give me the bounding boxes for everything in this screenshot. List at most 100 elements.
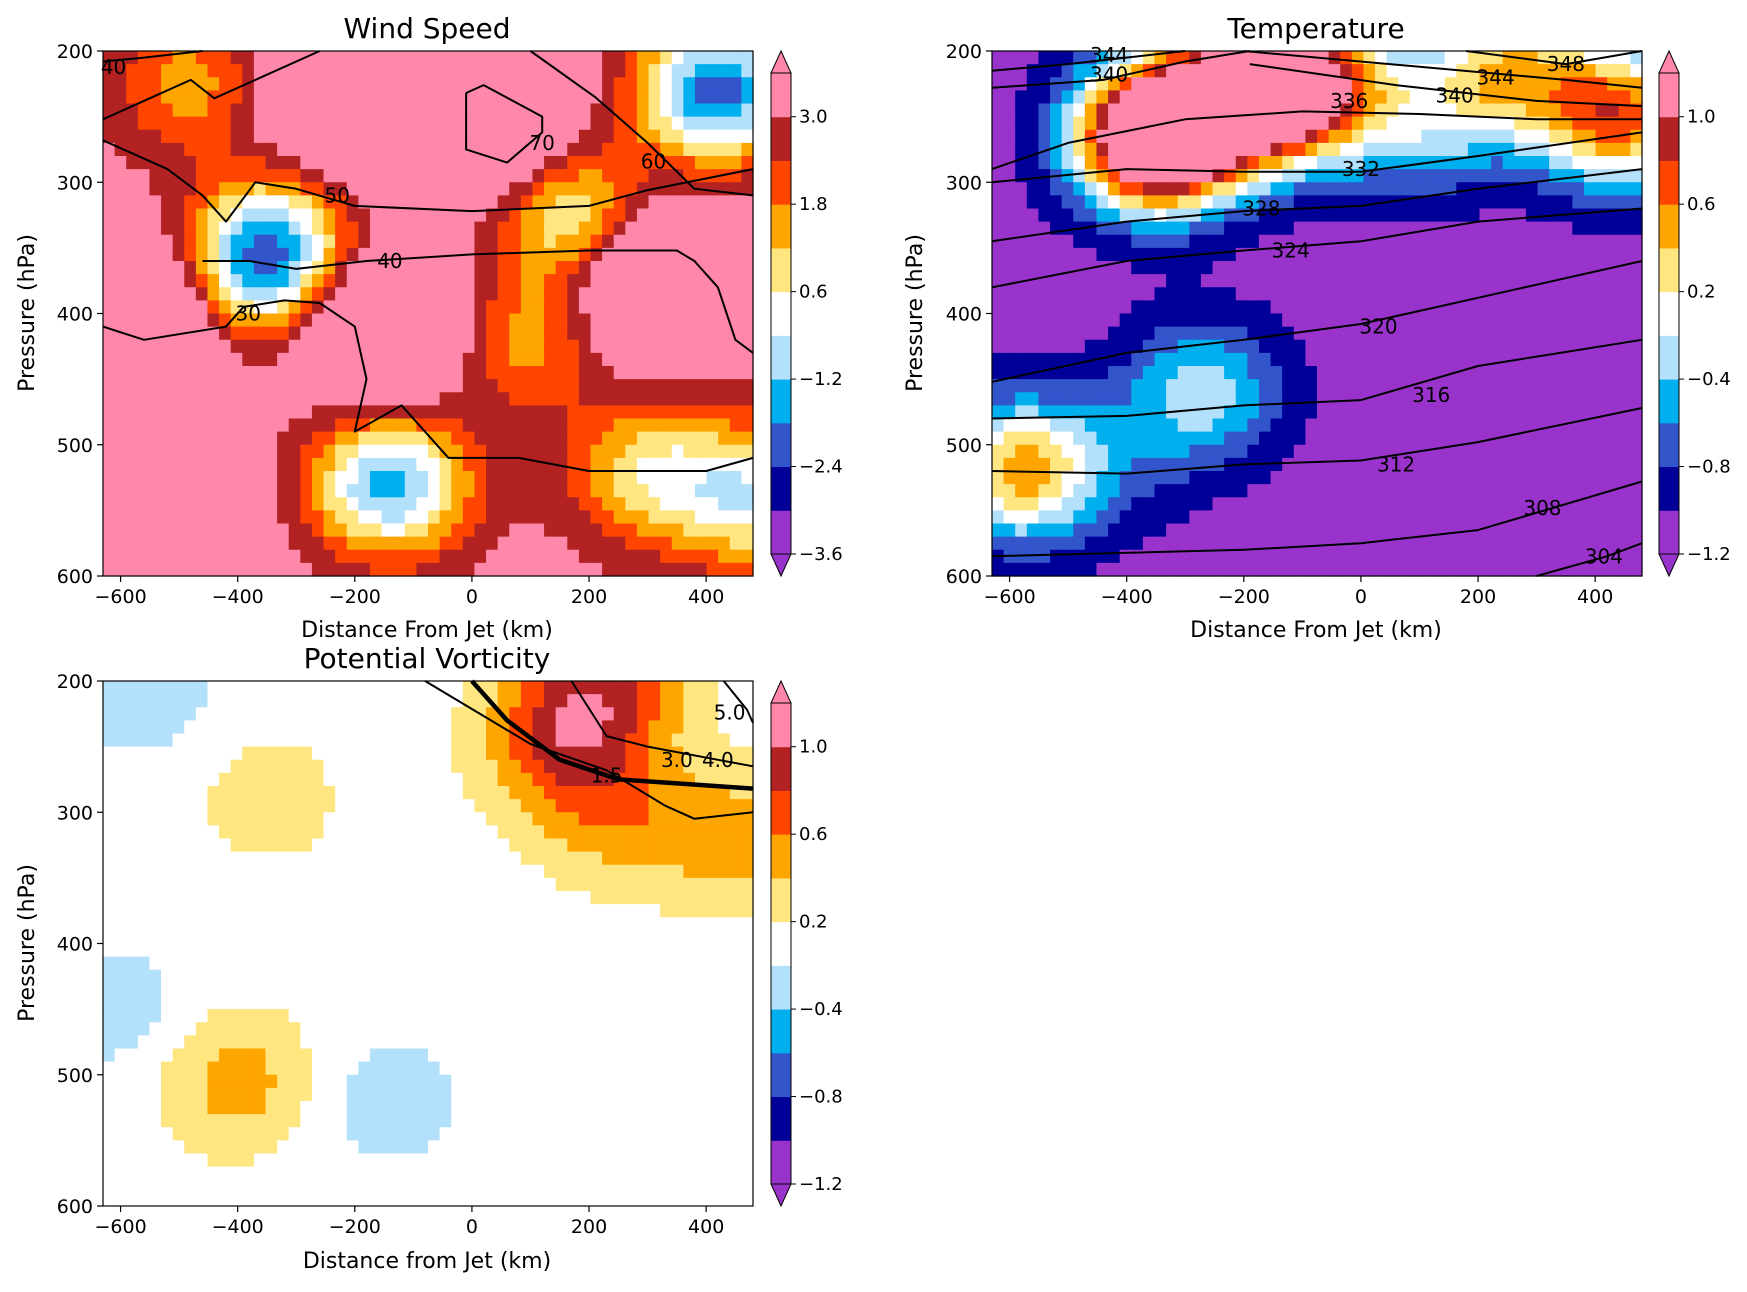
temperature-field-cell [1073, 497, 1085, 511]
wind-speed-field-cell [695, 209, 707, 223]
potential-vorticity-field-cell [521, 681, 533, 695]
wind-speed-field-cell [266, 537, 278, 551]
temperature-field-cell [1549, 458, 1561, 472]
temperature-field-cell [1398, 77, 1410, 91]
temperature-field-cell [1224, 143, 1236, 157]
potential-vorticity-field-cell [567, 707, 579, 721]
temperature-field-cell [1387, 340, 1399, 354]
wind-speed-field-cell [382, 222, 394, 236]
wind-speed-field-cell [428, 195, 440, 209]
wind-speed-field-cell [149, 379, 161, 393]
temperature-field-cell [1224, 419, 1236, 433]
wind-speed-field-cell [277, 51, 289, 65]
temperature-field-cell [1340, 143, 1352, 157]
temperature-field-cell [1421, 248, 1433, 262]
wind-speed-field-cell [440, 366, 452, 380]
wind-speed-field-cell [115, 169, 127, 183]
potential-vorticity-field-cell [300, 681, 312, 695]
wind-speed-field-cell [707, 510, 719, 524]
temperature-field-cell [1004, 51, 1016, 65]
wind-speed-field-cell [138, 471, 150, 485]
wind-speed-field-cell [335, 117, 347, 131]
wind-speed-field-cell [602, 510, 614, 524]
temperature-field-cell [1352, 471, 1364, 485]
wind-speed-field-cell [277, 537, 289, 551]
temperature-field-cell [1561, 537, 1573, 551]
wind-speed-field-cell [521, 156, 533, 170]
wind-speed-field-cell [672, 537, 684, 551]
wind-speed-field-cell [474, 484, 486, 498]
wind-speed-field-cell [324, 130, 336, 144]
wind-speed-field-cell [115, 77, 127, 91]
temperature-field-cell [1317, 405, 1329, 419]
temperature-field-cell [1073, 156, 1085, 170]
temperature-field-cell [1224, 248, 1236, 262]
temperature-field-cell [1004, 524, 1016, 538]
wind-speed-field-cell [544, 117, 556, 131]
wind-speed-field-cell [382, 471, 394, 485]
temperature-field-cell [1027, 497, 1039, 511]
temperature-field-cell [1363, 524, 1375, 538]
temperature-field-cell [1201, 90, 1213, 104]
wind-speed-field-cell [358, 130, 370, 144]
temperature-field-cell [1131, 563, 1143, 577]
temperature-field-cell [1062, 209, 1074, 223]
wind-speed-field-cell [672, 261, 684, 275]
temperature-field-cell [1143, 497, 1155, 511]
temperature-field-cell [1166, 366, 1178, 380]
temperature-field-cell [1503, 130, 1515, 144]
potential-vorticity-field-cell [242, 734, 254, 748]
wind-speed-field-cell [428, 235, 440, 249]
wind-speed-field-cell [277, 327, 289, 341]
temperature-field-cell [1213, 353, 1225, 367]
temperature-field-cell [1085, 195, 1097, 209]
temperature-field-cell [1259, 353, 1271, 367]
wind-speed-field-cell [660, 327, 672, 341]
wind-speed-field-cell [602, 51, 614, 65]
wind-speed-field-cell [567, 550, 579, 564]
temperature-field-cell [1410, 327, 1422, 341]
wind-speed-field-cell [532, 235, 544, 249]
wind-speed-field-cell [463, 379, 475, 393]
wind-speed-field-cell [602, 314, 614, 328]
temperature-field-cell [1503, 340, 1515, 354]
wind-speed-field-cell [149, 195, 161, 209]
wind-speed-field-cell [207, 445, 219, 459]
temperature-field-cell [1352, 563, 1364, 577]
wind-speed-field-cell [138, 261, 150, 275]
wind-speed-field-cell [242, 169, 254, 183]
wind-speed-field-cell [486, 340, 498, 354]
temperature-field-cell [1410, 104, 1422, 118]
temperature-field-cell [1480, 222, 1492, 236]
wind-speed-field-cell [521, 392, 533, 406]
temperature-field-cell [1096, 248, 1108, 262]
temperature-field-cell [1596, 195, 1608, 209]
temperature-field-cell [1619, 314, 1631, 328]
wind-speed-field-cell [161, 64, 173, 78]
wind-speed-field-cell [579, 51, 591, 65]
wind-speed-field-cell [637, 64, 649, 78]
wind-speed-field-cell [416, 77, 428, 91]
wind-speed-field-cell [474, 563, 486, 577]
temperature-field-cell [1468, 405, 1480, 419]
wind-speed-field-cell [625, 195, 637, 209]
temperature-field-cell [1236, 117, 1248, 131]
wind-speed-field-cell [300, 248, 312, 262]
wind-speed-field-cell [149, 497, 161, 511]
wind-speed-field-cell [579, 156, 591, 170]
potential-vorticity-field-cell [393, 681, 405, 695]
temperature-field-cell [1236, 537, 1248, 551]
wind-speed-field-cell [103, 392, 115, 406]
temperature-field-cell [1387, 51, 1399, 65]
wind-speed-field-cell [730, 300, 742, 314]
temperature-field-cell [1526, 209, 1538, 223]
temperature-field-cell [1294, 51, 1306, 65]
wind-speed-field-cell [521, 90, 533, 104]
wind-speed-field-cell [196, 300, 208, 314]
wind-speed-field-cell [173, 405, 185, 419]
wind-speed-field-cell [300, 550, 312, 564]
temperature-field-cell [1526, 392, 1538, 406]
temperature-field-cell [1015, 209, 1027, 223]
temperature-field-cell [1038, 458, 1050, 472]
